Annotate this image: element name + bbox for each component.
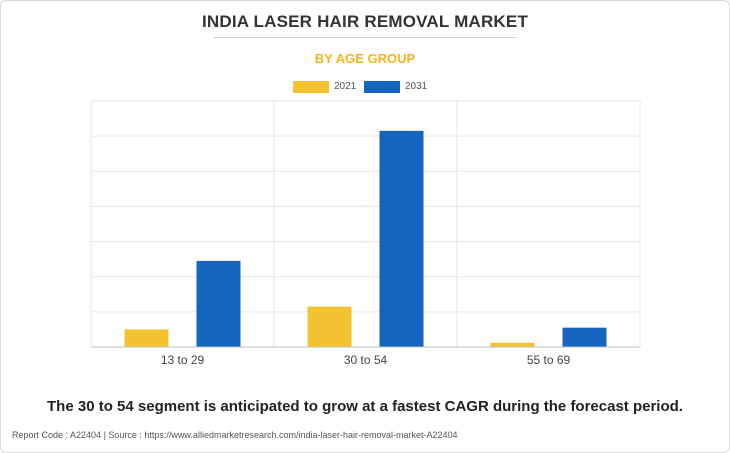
bar-2031-30-to-54 (379, 130, 424, 347)
legend-swatch-2031 (364, 81, 400, 93)
legend-swatch-2021 (293, 81, 329, 93)
title-divider (214, 37, 516, 38)
chart-caption: The 30 to 54 segment is anticipated to g… (47, 398, 683, 415)
bar-2031-55-to-69 (562, 327, 607, 347)
x-tick-label: 30 to 54 (344, 353, 388, 367)
chart-legend: 2021 2031 (0, 80, 730, 94)
source-footer: Report Code : A22404 | Source : https://… (12, 430, 458, 440)
bar-2031-13-to-29 (196, 260, 241, 347)
bar-2021-55-to-69 (490, 342, 535, 347)
legend-label-2031: 2031 (405, 81, 428, 92)
chart-title: INDIA LASER HAIR REMOVAL MARKET (201, 12, 529, 31)
chart-subtitle: BY AGE GROUP (314, 51, 416, 66)
x-tick-label: 13 to 29 (161, 353, 205, 367)
x-tick-label: 55 to 69 (527, 353, 571, 367)
bar-2021-30-to-54 (307, 306, 352, 347)
legend-label-2021: 2021 (334, 81, 357, 92)
bar-2021-13-to-29 (124, 329, 169, 347)
